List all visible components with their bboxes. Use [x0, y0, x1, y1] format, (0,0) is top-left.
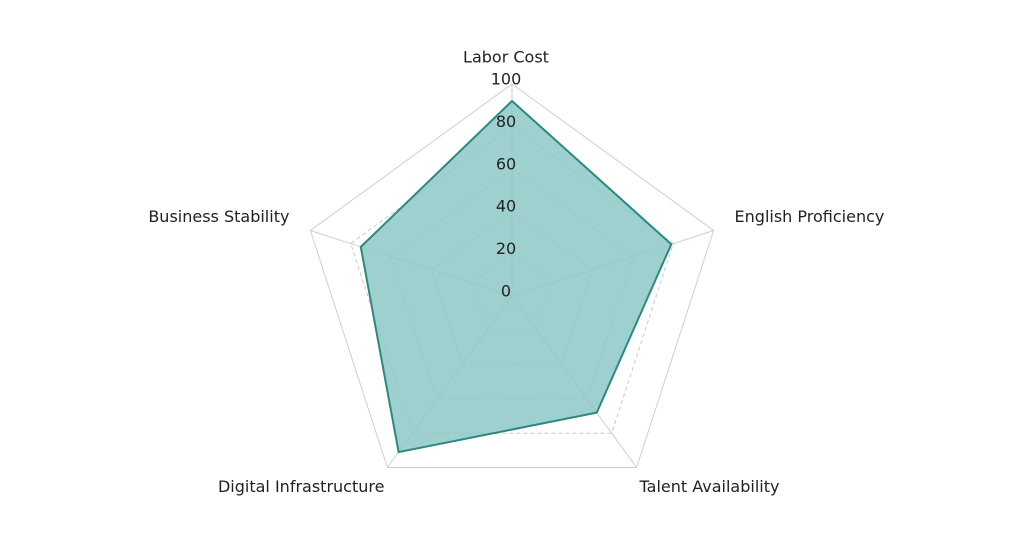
r-tick-label: 0 [501, 282, 511, 301]
r-tick-label: 60 [496, 154, 516, 173]
category-label: Digital Infrastructure [218, 477, 384, 496]
grid-ring [309, 83, 715, 469]
category-label: Talent Availability [639, 477, 780, 496]
r-tick-label: 80 [496, 112, 516, 131]
radar-area [359, 99, 673, 454]
r-tick-label: 40 [496, 197, 516, 216]
category-label: English Proficiency [735, 207, 885, 226]
category-label: Business Stability [148, 207, 289, 226]
grid-ring [350, 125, 674, 434]
r-tick-label: 100 [491, 70, 522, 89]
r-tick-label: 20 [496, 239, 516, 258]
category-label: Labor Cost [463, 48, 549, 67]
